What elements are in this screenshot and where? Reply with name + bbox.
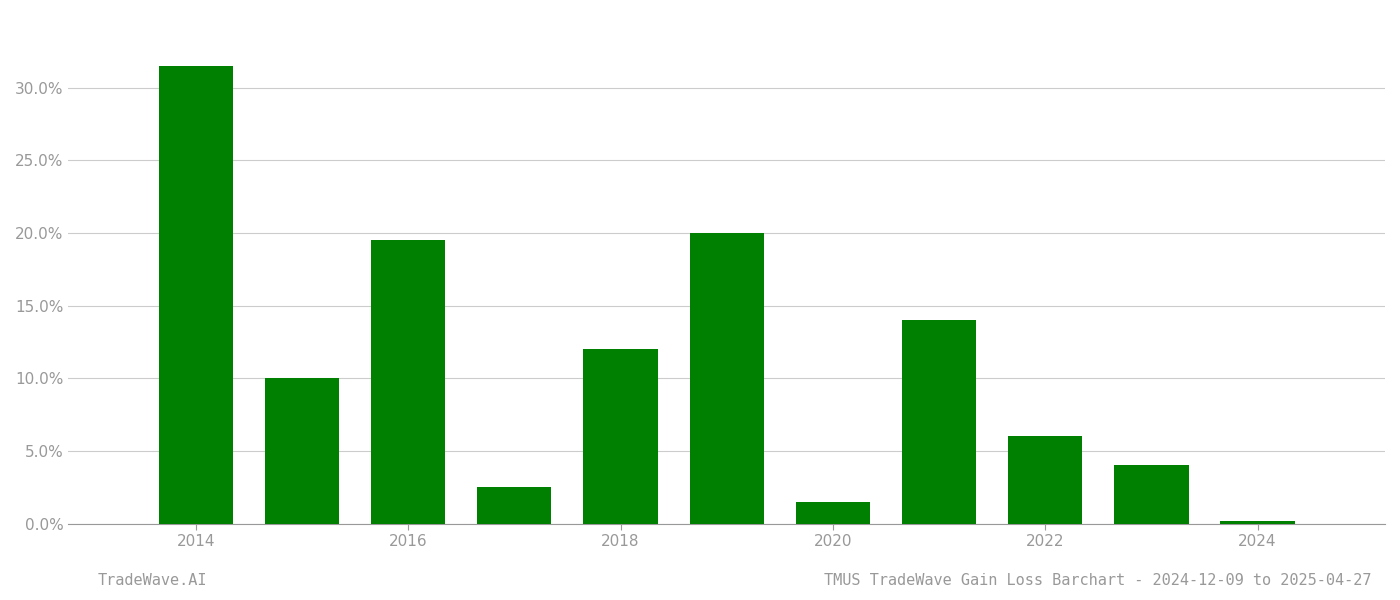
- Bar: [902, 320, 976, 524]
- Bar: [795, 502, 869, 524]
- Bar: [1008, 436, 1082, 524]
- Bar: [584, 349, 658, 524]
- Bar: [158, 66, 232, 524]
- Bar: [690, 233, 764, 524]
- Bar: [1221, 521, 1295, 524]
- Bar: [371, 240, 445, 524]
- Text: TradeWave.AI: TradeWave.AI: [98, 573, 207, 588]
- Bar: [477, 487, 552, 524]
- Bar: [1114, 466, 1189, 524]
- Text: TMUS TradeWave Gain Loss Barchart - 2024-12-09 to 2025-04-27: TMUS TradeWave Gain Loss Barchart - 2024…: [825, 573, 1372, 588]
- Bar: [265, 378, 339, 524]
